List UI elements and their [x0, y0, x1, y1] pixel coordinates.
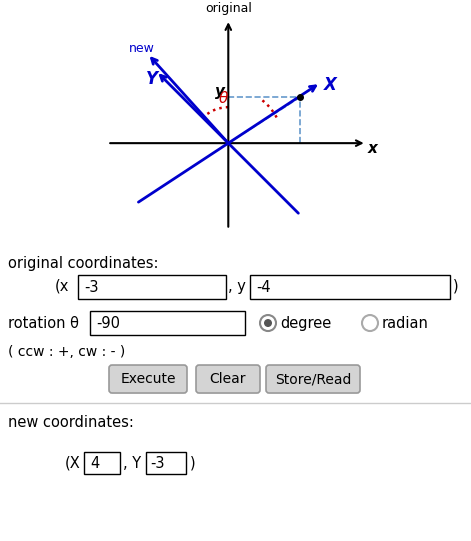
Text: Clear: Clear: [210, 372, 246, 386]
Text: (X: (X: [65, 456, 81, 471]
Text: degree: degree: [280, 315, 331, 331]
Text: ( ccw : +, cw : - ): ( ccw : +, cw : - ): [8, 345, 125, 359]
Text: -4: -4: [256, 280, 271, 294]
FancyBboxPatch shape: [196, 365, 260, 393]
Text: Y: Y: [146, 70, 158, 88]
FancyBboxPatch shape: [78, 275, 226, 299]
Text: , y: , y: [228, 279, 246, 294]
Text: ): ): [453, 279, 459, 294]
Text: rotation θ: rotation θ: [8, 315, 79, 331]
Circle shape: [264, 319, 272, 327]
Circle shape: [260, 315, 276, 331]
Text: -3: -3: [150, 456, 164, 471]
FancyBboxPatch shape: [146, 452, 186, 474]
FancyBboxPatch shape: [90, 311, 245, 335]
Text: x: x: [368, 141, 378, 156]
Circle shape: [362, 315, 378, 331]
Text: new: new: [129, 42, 155, 55]
FancyBboxPatch shape: [109, 365, 187, 393]
Text: Execute: Execute: [120, 372, 176, 386]
Text: original: original: [205, 2, 252, 15]
Text: Store/Read: Store/Read: [275, 372, 351, 386]
Text: new coordinates:: new coordinates:: [8, 415, 134, 430]
Text: 4: 4: [90, 456, 99, 471]
Text: ): ): [190, 456, 195, 471]
FancyBboxPatch shape: [266, 365, 360, 393]
Text: θ: θ: [218, 91, 227, 106]
Text: -3: -3: [84, 280, 98, 294]
Text: , Y: , Y: [123, 456, 141, 471]
Text: original coordinates:: original coordinates:: [8, 256, 159, 271]
FancyBboxPatch shape: [250, 275, 450, 299]
FancyBboxPatch shape: [84, 452, 120, 474]
Text: -90: -90: [96, 315, 120, 331]
Text: y: y: [215, 84, 225, 98]
Text: radian: radian: [382, 315, 429, 331]
Text: X: X: [324, 76, 336, 94]
Text: (x: (x: [55, 279, 69, 294]
